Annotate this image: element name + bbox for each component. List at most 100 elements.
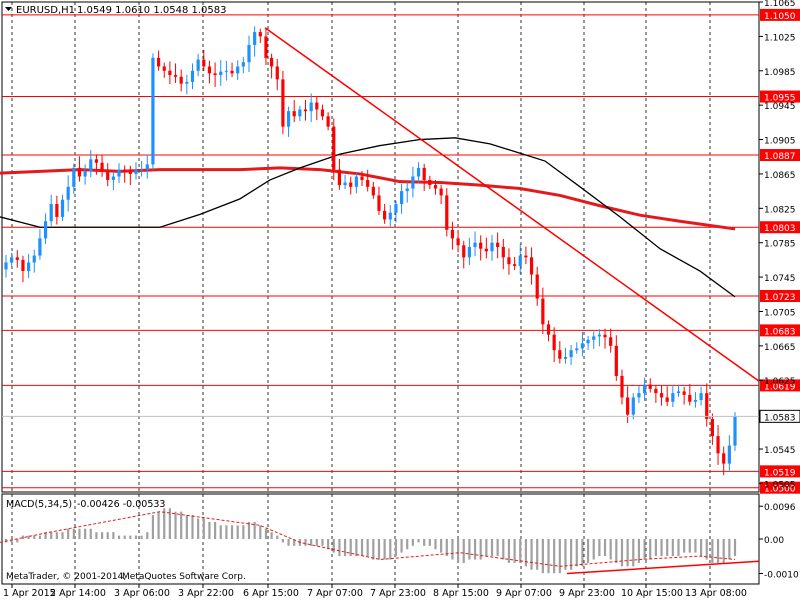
candle-body <box>83 171 87 177</box>
candle-body <box>558 350 562 359</box>
candle <box>100 155 104 177</box>
candle-body <box>609 337 613 346</box>
candle <box>32 249 36 273</box>
candle <box>173 63 178 84</box>
candle <box>682 386 686 405</box>
candle-body <box>27 262 31 272</box>
ohlc-values: 1.0549 1.0610 1.0548 1.0583 <box>77 5 227 16</box>
candle-body <box>541 298 545 325</box>
candle <box>671 386 675 408</box>
macd-trendline <box>566 560 760 575</box>
candle <box>190 63 195 90</box>
y-tick-label: 1.0665 <box>764 343 796 353</box>
candle <box>722 446 726 476</box>
level-tag[interactable]: 1.0500 <box>760 481 800 495</box>
candle-body <box>456 238 460 246</box>
candle <box>10 252 14 269</box>
y-tick-label: 1.0785 <box>764 240 796 250</box>
candle <box>411 166 415 198</box>
candle <box>688 384 692 406</box>
candle <box>224 60 228 81</box>
level-tag[interactable]: 1.0519 <box>760 465 800 478</box>
trendline[interactable] <box>264 27 760 382</box>
candle-body <box>343 182 347 186</box>
candle-body <box>580 343 585 349</box>
dropdown-triangle-icon[interactable] <box>5 7 12 11</box>
price-trendline[interactable] <box>264 27 760 382</box>
y-tick-label: 1.0625 <box>764 377 796 387</box>
candle-body <box>168 70 172 76</box>
level-tag-label: 1.0955 <box>764 94 796 104</box>
candle-body <box>422 167 426 180</box>
level-tag-bg <box>760 8 800 21</box>
macd-header: MACD(5,34,5) -0.00426 -0.00533 <box>6 499 165 510</box>
candle <box>202 49 206 72</box>
price-pane-frame <box>1 1 760 493</box>
candle-body <box>626 397 630 415</box>
current-price-tag <box>759 409 800 423</box>
candle-body <box>473 242 477 247</box>
candle <box>168 61 172 85</box>
candle-body <box>326 116 330 127</box>
y-tick-label: 1.0905 <box>764 137 796 147</box>
candle-body <box>247 44 251 63</box>
candle <box>60 194 65 221</box>
candle-body <box>337 169 342 186</box>
candle <box>89 150 93 178</box>
candle-body <box>190 70 195 82</box>
candle <box>727 435 731 471</box>
candle-body <box>179 76 183 84</box>
x-tick-label: 1 Apr 2015 <box>3 588 56 599</box>
candle <box>83 164 87 185</box>
candle <box>27 253 31 279</box>
candle-body <box>55 204 59 217</box>
candle-body <box>552 334 556 351</box>
candle-body <box>292 111 296 117</box>
candle-body <box>185 81 189 84</box>
candle <box>377 186 381 216</box>
candle-body <box>705 393 709 419</box>
candle-body <box>21 259 25 272</box>
level-tag[interactable]: 1.1050 <box>760 8 800 22</box>
candle-body <box>156 57 161 67</box>
candle <box>462 240 466 269</box>
candle <box>501 238 505 270</box>
candle-body <box>439 188 443 196</box>
candle-body <box>100 162 104 172</box>
level-tag[interactable]: 1.0955 <box>760 90 800 104</box>
candle <box>66 175 70 212</box>
candle <box>399 183 404 214</box>
level-tag[interactable]: 1.0683 <box>760 324 800 337</box>
x-tick-label: 7 Apr 07:00 <box>307 588 363 599</box>
candle-body <box>224 70 228 72</box>
macd-y-tick-label: 0.0096 <box>764 503 796 513</box>
candle <box>716 425 720 465</box>
candle <box>292 100 296 123</box>
candle-body <box>230 70 234 74</box>
candle <box>128 165 132 185</box>
candle <box>479 235 483 261</box>
level-tag[interactable]: 1.0723 <box>760 290 800 303</box>
level-tag[interactable]: 1.0803 <box>760 221 800 234</box>
candle <box>705 383 709 427</box>
level-tag-label: 1.1050 <box>764 12 796 22</box>
candle-body <box>733 416 737 446</box>
candle <box>699 386 703 406</box>
candle-body <box>281 79 285 127</box>
candle <box>247 35 251 72</box>
candle-body <box>32 255 36 263</box>
candle <box>15 250 19 268</box>
y-tick-label: 1.0705 <box>764 308 796 318</box>
candle <box>620 369 624 405</box>
candle-body <box>445 195 449 230</box>
candle-body <box>603 334 607 338</box>
candle <box>586 336 590 351</box>
level-tag[interactable]: 1.0887 <box>760 149 800 162</box>
candle <box>631 393 635 420</box>
candle-body <box>722 453 726 464</box>
level-tag[interactable]: 1.0619 <box>760 379 800 392</box>
candle-body <box>699 393 703 401</box>
candle <box>371 181 375 199</box>
